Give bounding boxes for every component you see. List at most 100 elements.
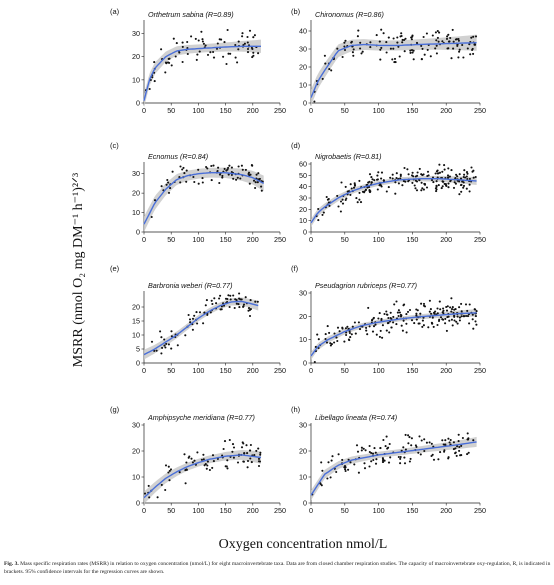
x-tick-label: 100 — [373, 106, 385, 115]
data-point — [236, 176, 239, 179]
data-point — [164, 488, 167, 492]
data-point — [377, 171, 380, 174]
data-point — [194, 37, 197, 40]
data-point — [238, 292, 241, 295]
data-point — [252, 54, 255, 57]
data-point — [415, 41, 419, 44]
data-point — [409, 49, 412, 52]
data-point — [185, 461, 188, 464]
data-point — [375, 178, 379, 181]
data-point — [183, 172, 186, 175]
data-point — [205, 165, 208, 169]
data-point — [410, 48, 414, 52]
data-point — [434, 172, 437, 175]
data-point — [460, 302, 463, 305]
data-point — [447, 182, 450, 185]
data-point — [216, 42, 219, 45]
data-point — [462, 175, 465, 179]
data-point — [447, 456, 450, 459]
data-point — [229, 294, 232, 297]
x-tick-label: 250 — [274, 106, 286, 115]
data-point — [400, 324, 403, 327]
data-point — [206, 313, 209, 316]
data-point — [378, 335, 381, 338]
x-tick-label: 250 — [274, 235, 286, 244]
data-point — [160, 48, 163, 51]
y-tick-label: 0 — [303, 99, 307, 108]
data-point — [465, 314, 468, 318]
data-point — [425, 441, 428, 444]
x-tick-label: 50 — [341, 106, 349, 115]
panel-2: (c) Ecnomus (R=0.84) 0 50 100 150 200 250 0 10 20 3… — [110, 141, 286, 244]
x-tick-label: 0 — [309, 106, 313, 115]
data-point — [382, 460, 385, 464]
data-point — [181, 41, 184, 44]
data-point — [443, 182, 446, 185]
data-point — [428, 441, 431, 444]
data-point — [420, 44, 423, 47]
y-tick-label: 0 — [136, 359, 140, 368]
data-point — [196, 53, 199, 56]
data-point — [368, 450, 371, 454]
data-point — [151, 76, 154, 79]
data-point — [416, 174, 419, 177]
data-point — [330, 459, 333, 462]
data-point — [166, 178, 169, 182]
data-point — [193, 180, 196, 184]
data-point — [323, 54, 326, 57]
data-point — [257, 460, 261, 463]
data-point — [211, 454, 215, 457]
data-point — [425, 186, 429, 189]
panel-letter: (b) — [291, 7, 301, 16]
data-point — [436, 312, 439, 315]
data-point — [452, 448, 455, 451]
data-point — [341, 202, 345, 205]
data-point — [257, 457, 261, 460]
data-point — [255, 449, 258, 452]
data-point — [147, 484, 150, 487]
data-point — [324, 62, 327, 65]
data-point — [191, 328, 194, 331]
data-point — [225, 169, 228, 172]
data-point — [380, 28, 383, 31]
data-point — [382, 32, 385, 35]
data-point — [353, 321, 356, 324]
data-point — [241, 35, 244, 38]
data-point — [374, 462, 378, 465]
data-point — [230, 166, 233, 169]
data-point — [247, 307, 251, 310]
data-point — [359, 47, 362, 50]
data-point — [452, 47, 455, 50]
data-point — [370, 181, 373, 184]
data-point — [317, 338, 320, 341]
data-point — [356, 35, 359, 38]
data-point — [449, 438, 452, 442]
data-point — [417, 451, 420, 454]
data-point — [181, 168, 184, 171]
data-point — [441, 40, 444, 43]
data-point — [160, 352, 163, 355]
data-point — [379, 446, 382, 450]
panel-1: (b) Chironomus (R=0.86) 0 50 100 150 200 250 0 10… — [291, 7, 486, 115]
data-point — [182, 166, 185, 169]
data-point — [364, 449, 367, 452]
data-point — [234, 298, 237, 301]
data-point — [404, 180, 407, 183]
data-point — [411, 35, 414, 38]
data-point — [232, 446, 236, 449]
data-point — [339, 210, 342, 213]
data-point — [201, 40, 204, 43]
data-point — [246, 466, 249, 469]
data-point — [201, 177, 204, 180]
data-point — [374, 323, 377, 326]
y-tick-label: 30 — [299, 421, 307, 430]
fit-curve — [143, 300, 259, 356]
data-point — [396, 311, 399, 314]
data-point — [202, 322, 205, 325]
data-point — [474, 35, 478, 38]
data-point — [249, 173, 252, 176]
data-point — [178, 176, 181, 179]
data-point — [468, 43, 471, 46]
data-point — [391, 177, 394, 180]
data-point — [458, 48, 461, 51]
